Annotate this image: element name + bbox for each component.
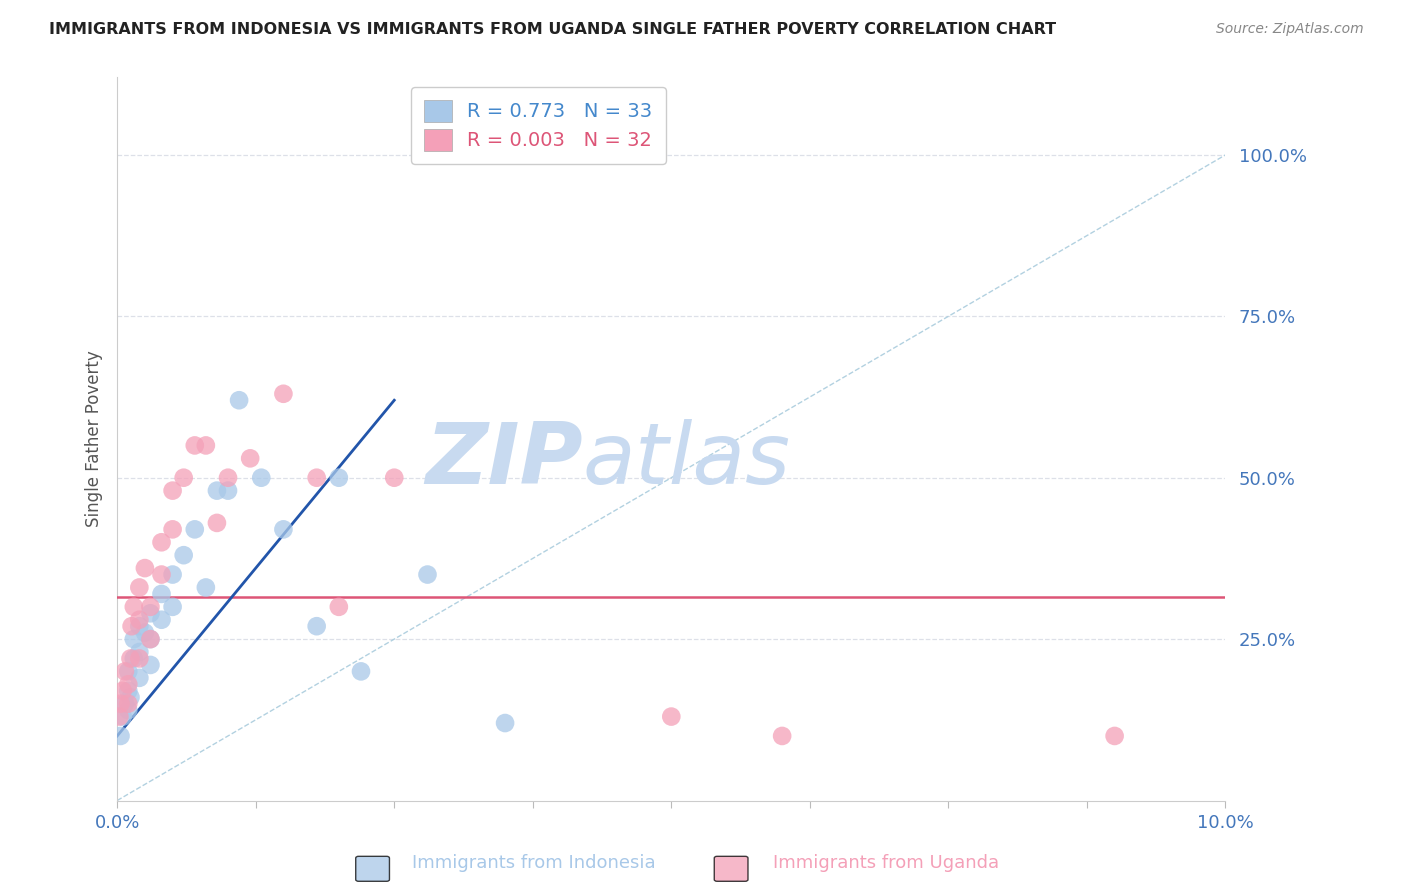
Point xyxy=(117,665,139,679)
Point xyxy=(114,697,136,711)
Point xyxy=(416,567,439,582)
Point xyxy=(121,619,143,633)
Point xyxy=(120,690,142,705)
Point xyxy=(108,709,131,723)
Point xyxy=(110,729,132,743)
Point xyxy=(117,703,139,717)
Point xyxy=(1104,729,1126,743)
Point xyxy=(173,471,195,485)
Point xyxy=(328,471,350,485)
Point xyxy=(128,671,150,685)
Point xyxy=(273,522,295,536)
Point xyxy=(494,716,516,731)
Point xyxy=(162,567,184,582)
Point xyxy=(173,548,195,562)
Point xyxy=(114,665,136,679)
Point xyxy=(382,471,405,485)
Text: Source: ZipAtlas.com: Source: ZipAtlas.com xyxy=(1216,22,1364,37)
Point xyxy=(239,451,262,466)
Point xyxy=(128,619,150,633)
Point xyxy=(111,709,134,723)
Point xyxy=(217,483,239,498)
Point xyxy=(128,651,150,665)
Text: IMMIGRANTS FROM INDONESIA VS IMMIGRANTS FROM UGANDA SINGLE FATHER POVERTY CORREL: IMMIGRANTS FROM INDONESIA VS IMMIGRANTS … xyxy=(49,22,1056,37)
Point xyxy=(122,651,145,665)
Point xyxy=(184,438,207,452)
Point xyxy=(139,607,162,621)
Point xyxy=(128,613,150,627)
Point xyxy=(659,709,682,723)
Point xyxy=(117,677,139,691)
Point xyxy=(128,645,150,659)
Text: Immigrants from Indonesia: Immigrants from Indonesia xyxy=(412,855,657,872)
Point xyxy=(150,587,173,601)
Point xyxy=(139,599,162,614)
Point xyxy=(328,599,350,614)
Point xyxy=(110,697,132,711)
Point xyxy=(117,697,139,711)
Text: atlas: atlas xyxy=(582,419,790,502)
Point xyxy=(205,483,228,498)
Point xyxy=(134,625,156,640)
Point xyxy=(194,581,217,595)
Point xyxy=(120,651,142,665)
Point xyxy=(305,471,328,485)
Point xyxy=(150,535,173,549)
Point xyxy=(139,632,162,646)
Point xyxy=(111,683,134,698)
Point xyxy=(250,471,273,485)
Y-axis label: Single Father Poverty: Single Father Poverty xyxy=(86,351,103,527)
Point xyxy=(217,471,239,485)
Point xyxy=(122,599,145,614)
Point xyxy=(117,683,139,698)
Point xyxy=(184,522,207,536)
Point xyxy=(162,599,184,614)
Point xyxy=(194,438,217,452)
Legend: R = 0.773   N = 33, R = 0.003   N = 32: R = 0.773 N = 33, R = 0.003 N = 32 xyxy=(411,87,665,164)
Point xyxy=(134,561,156,575)
Point xyxy=(162,483,184,498)
Text: Immigrants from Uganda: Immigrants from Uganda xyxy=(773,855,998,872)
Point xyxy=(122,632,145,646)
Text: ZIP: ZIP xyxy=(425,419,582,502)
Point xyxy=(128,581,150,595)
Point xyxy=(350,665,373,679)
Point xyxy=(150,613,173,627)
Point xyxy=(205,516,228,530)
Point xyxy=(770,729,793,743)
Point xyxy=(139,632,162,646)
Point xyxy=(305,619,328,633)
Point xyxy=(228,393,250,408)
Point xyxy=(150,567,173,582)
Point xyxy=(139,657,162,672)
Point xyxy=(162,522,184,536)
Point xyxy=(273,386,295,401)
